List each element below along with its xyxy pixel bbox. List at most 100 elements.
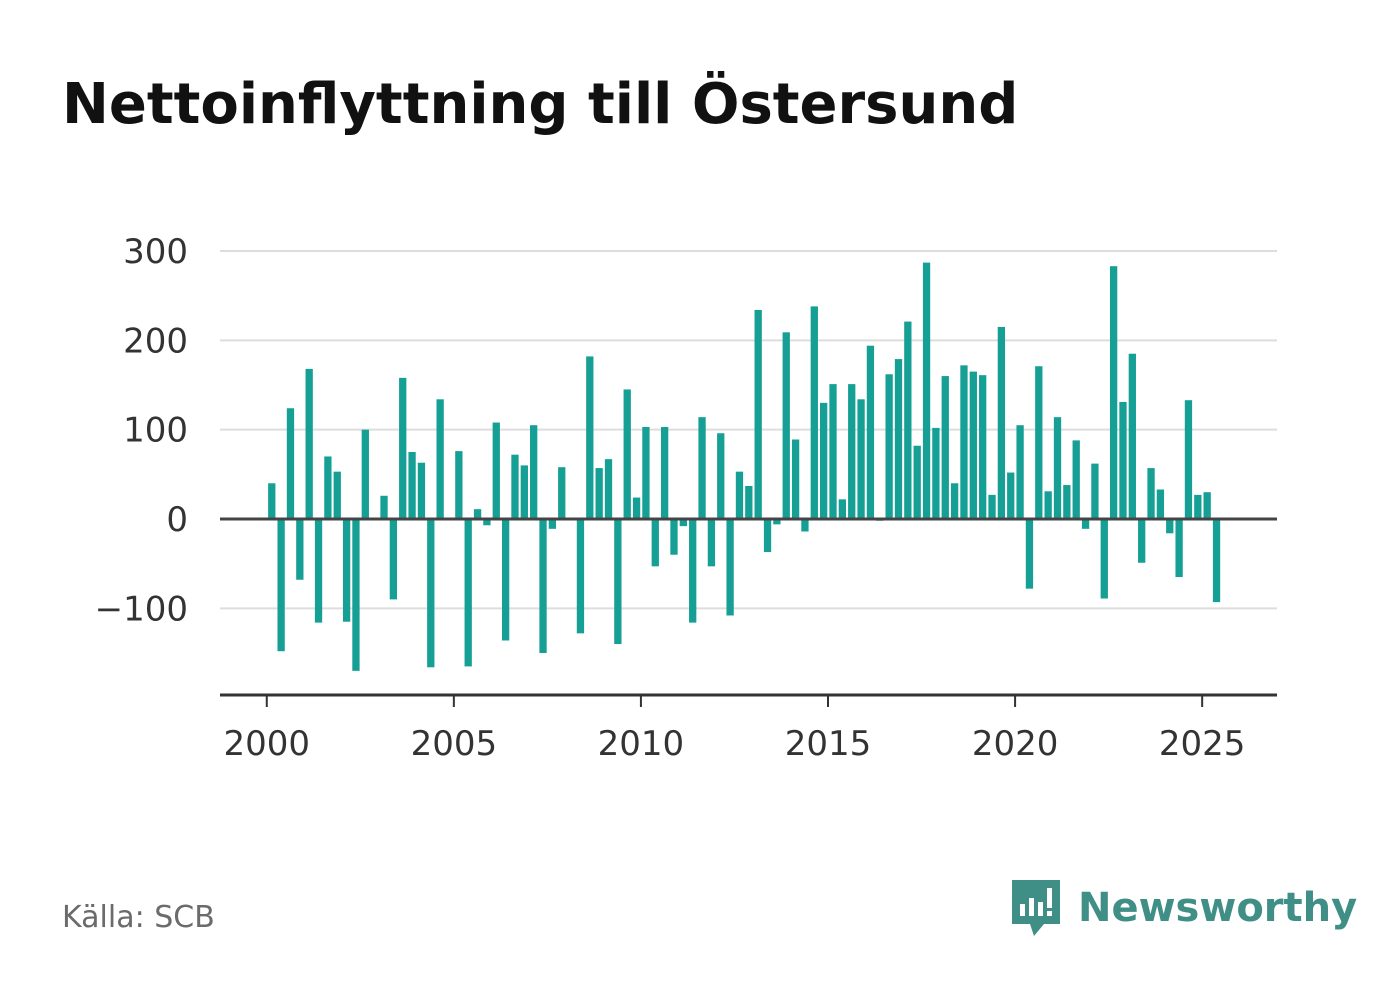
- bar: [1044, 491, 1052, 519]
- bar: [558, 467, 566, 519]
- bar: [623, 389, 631, 519]
- bar: [333, 471, 341, 519]
- bar: [1053, 417, 1062, 519]
- bar: [268, 483, 276, 519]
- newsworthy-logo-icon: [1012, 880, 1060, 936]
- bar: [1119, 401, 1127, 519]
- bar: [520, 465, 528, 519]
- bar: [1203, 492, 1211, 519]
- bar: [1184, 400, 1193, 519]
- bar: [1081, 519, 1090, 529]
- bar: [1175, 519, 1183, 578]
- x-tick-label: 2010: [598, 724, 685, 764]
- bar: [950, 483, 959, 519]
- bar: [857, 399, 865, 519]
- y-tick-label: 0: [166, 500, 188, 540]
- bar: [455, 451, 463, 519]
- bar: [1128, 353, 1136, 519]
- bar: [707, 519, 716, 567]
- bar: [932, 427, 940, 519]
- bar: [997, 326, 1006, 519]
- bar: [305, 368, 313, 519]
- bar: [530, 425, 538, 519]
- bar: [773, 519, 781, 525]
- bar: [380, 495, 388, 519]
- x-tick-label: 2015: [785, 724, 872, 764]
- bar: [277, 519, 285, 652]
- x-axis-ticks: 2000 2005 2010 2015 2020 2025: [224, 695, 1246, 764]
- bar: [1109, 266, 1118, 519]
- bar: [763, 519, 772, 553]
- bar: [492, 422, 500, 519]
- bar: [679, 519, 687, 527]
- bar: [848, 384, 856, 519]
- bar: [866, 345, 875, 519]
- bar: [1035, 366, 1043, 519]
- bar: [632, 497, 641, 519]
- bar: [670, 519, 678, 555]
- bar: [904, 321, 912, 519]
- bar: [979, 375, 987, 519]
- bar: [735, 471, 744, 519]
- bar: [614, 519, 622, 645]
- bar: [642, 426, 650, 519]
- bar: [436, 399, 444, 519]
- bar: [960, 365, 968, 519]
- bar: [717, 433, 725, 519]
- bar: [782, 332, 790, 519]
- source-note: Källa: SCB: [62, 900, 215, 935]
- bar: [539, 519, 547, 653]
- bar: [361, 429, 369, 519]
- bar: [408, 452, 416, 519]
- bar: [595, 468, 603, 519]
- bar: [427, 519, 435, 668]
- y-tick-label: 200: [123, 321, 188, 361]
- bar: [922, 262, 931, 519]
- bar: [1138, 519, 1146, 563]
- bar: [1072, 440, 1080, 519]
- bar: [820, 402, 828, 519]
- bar: [969, 371, 977, 519]
- bar: [726, 519, 734, 616]
- bar: [501, 519, 510, 641]
- bar: [1063, 485, 1071, 519]
- bar: [1091, 463, 1099, 519]
- bars: [268, 262, 1221, 671]
- axes: [220, 517, 1277, 697]
- x-tick-label: 2005: [411, 724, 498, 764]
- bar: [791, 439, 800, 519]
- gridlines: [220, 250, 1277, 610]
- bar: [810, 306, 818, 519]
- bar: [296, 519, 304, 580]
- bar: [473, 509, 482, 519]
- brand-logo: Newsworthy: [1010, 878, 1357, 938]
- brand-name: Newsworthy: [1078, 885, 1358, 931]
- bar: [324, 456, 332, 519]
- bar: [698, 417, 706, 519]
- bar: [1212, 519, 1221, 603]
- bar: [1156, 489, 1165, 519]
- bar: [1100, 519, 1108, 599]
- bar: [913, 445, 921, 519]
- bar: [417, 462, 426, 519]
- bar: [286, 408, 295, 519]
- chart-title: Nettoinflyttning till Östersund: [62, 72, 1019, 137]
- bar: [1016, 425, 1024, 519]
- bar: [1025, 519, 1034, 589]
- bar: [1007, 472, 1015, 519]
- bar: [1147, 468, 1155, 519]
- bar: [689, 519, 697, 623]
- bar: [651, 519, 659, 567]
- bar: [604, 459, 613, 519]
- bar: [1166, 519, 1174, 534]
- bar: [745, 485, 753, 519]
- bar: [660, 426, 669, 519]
- x-tick-label: 2020: [972, 724, 1059, 764]
- bar: [586, 356, 594, 519]
- x-tick-label: 2025: [1159, 724, 1246, 764]
- bar: [838, 499, 847, 519]
- bar: [464, 519, 472, 667]
- bar: [399, 377, 407, 519]
- bar: [988, 494, 996, 519]
